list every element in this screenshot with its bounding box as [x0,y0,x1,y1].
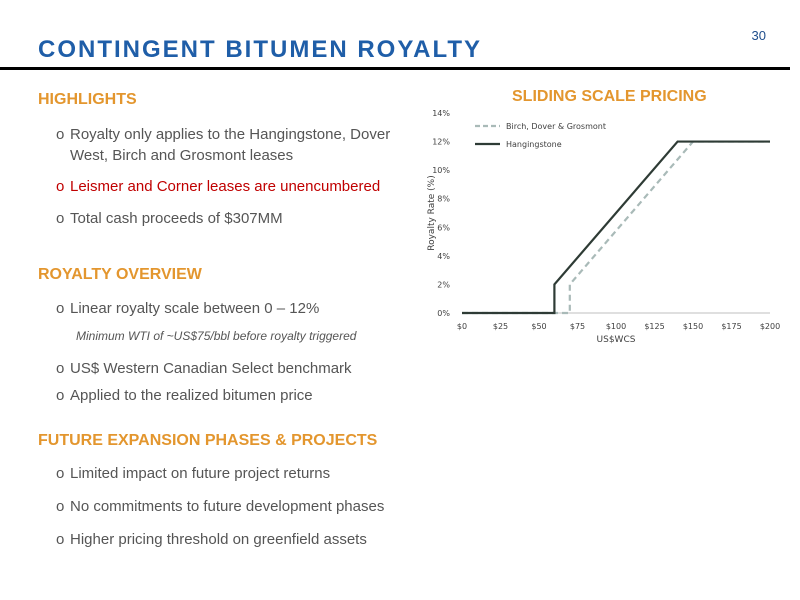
x-tick-label: $25 [493,322,508,331]
series-line [462,140,770,315]
bullet-text: Royalty only applies to the Hangingstone… [70,126,391,164]
x-tick-label: $150 [683,322,703,331]
y-tick-label: 6% [437,223,450,232]
overview-heading: ROYALTY OVERVIEW [38,266,202,283]
y-tick-label: 8% [437,195,450,204]
title-divider [0,67,790,70]
x-tick-label: $125 [644,322,664,331]
highlights-bullet: o Total cash proceeds of $307MM [56,208,416,229]
y-tick-label: 10% [432,166,450,175]
x-tick-label: $0 [457,322,467,331]
x-tick-label: $175 [721,322,741,331]
bullet-marker: o [56,387,65,404]
legend-label: Birch, Dover & Grosmont [506,122,606,131]
y-axis-label: Royalty Rate (%) [427,175,437,251]
highlights-bullet: o Royalty only applies to the Hangingsto… [56,124,416,166]
bullet-marker: o [56,178,65,195]
bullet-marker: o [56,126,65,143]
chart-title: SLIDING SCALE PRICING [512,88,707,105]
y-tick-label: 4% [437,252,450,261]
x-tick-label: $100 [606,322,626,331]
bullet-text: US$ Western Canadian Select benchmark [70,360,352,377]
x-tick-label: $200 [760,322,780,331]
bullet-text: Leismer and Corner leases are unencumber… [70,178,381,195]
bullet-marker: o [56,531,65,548]
legend-label: Hangingstone [506,140,562,149]
bullet-text: Total cash proceeds of $307MM [70,210,283,227]
x-tick-label: $50 [531,322,546,331]
y-tick-label: 12% [432,138,450,147]
bullet-marker: o [56,465,65,482]
bullet-text: Linear royalty scale between 0 – 12% [70,300,320,317]
expansion-bullet: o Higher pricing threshold on greenfield… [56,529,416,550]
bullet-marker: o [56,210,65,227]
page-title: CONTINGENT BITUMEN ROYALTY [38,36,483,63]
y-tick-label: 2% [437,280,450,289]
expansion-bullet: o Limited impact on future project retur… [56,463,416,484]
overview-bullet: o Linear royalty scale between 0 – 12% [56,298,416,319]
bullet-text: Higher pricing threshold on greenfield a… [70,531,367,548]
expansion-bullet: o No commitments to future development p… [56,496,416,517]
sliding-scale-chart: 0% 2% 4% 6% 8% 10% 12% 14% $0 $25 $50 $75 $100 $125 $1… [427,109,780,345]
bullet-text: Applied to the realized bitumen price [70,387,313,404]
page-number: 30 [751,28,766,43]
bullet-text: Limited impact on future project returns [70,465,331,482]
highlights-heading: HIGHLIGHTS [38,91,137,108]
overview-bullet: o US$ Western Canadian Select benchmark [56,358,416,379]
y-tick-label: 14% [432,109,450,118]
overview-bullet: o Applied to the realized bitumen price [56,385,416,406]
series-line [462,140,770,315]
bullet-marker: o [56,300,65,317]
bullet-text: No commitments to future development pha… [70,498,385,515]
highlights-bullet: o Leismer and Corner leases are unencumb… [56,176,416,197]
overview-note: Minimum WTI of ~US$75/bbl before royalty… [76,329,357,343]
x-tick-label: $75 [570,322,585,331]
y-tick-label: 0% [437,309,450,318]
expansion-heading: FUTURE EXPANSION PHASES & PROJECTS [38,432,378,449]
bullet-marker: o [56,360,65,377]
x-axis-label: US$WCS [597,335,636,345]
bullet-marker: o [56,498,65,515]
